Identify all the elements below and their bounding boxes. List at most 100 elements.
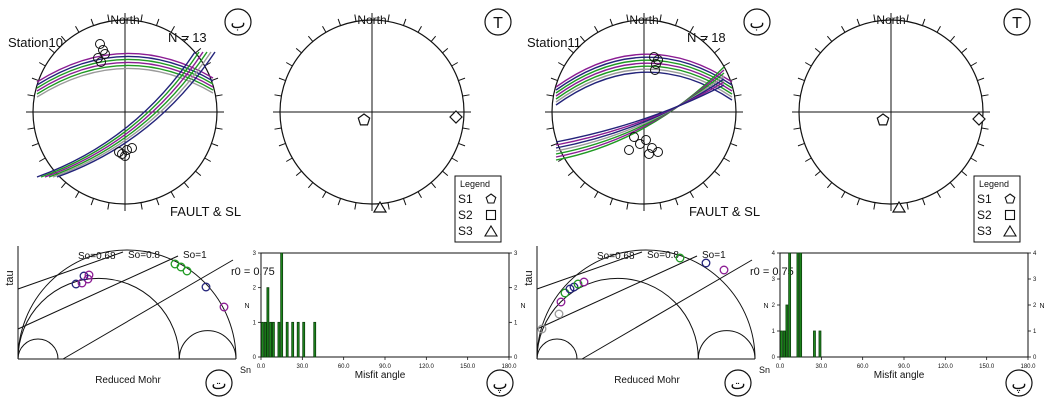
- stereonet-tick: [307, 182, 314, 189]
- stereonet-tick: [278, 142, 286, 147]
- fault-sl-label: FAULT & SL: [170, 204, 241, 219]
- north-label: North: [357, 13, 386, 27]
- mohr-data-point: [79, 271, 89, 281]
- legend-pentagon-icon: [1004, 193, 1016, 204]
- stereonet-tick: [550, 77, 558, 82]
- slip-vector-marker: [653, 55, 663, 65]
- fault-plane-arc: [555, 78, 725, 149]
- stereonet-tick: [659, 14, 662, 22]
- stereonet-tick: [140, 14, 143, 22]
- histogram-y-label: N: [244, 303, 249, 310]
- stereonet-tick: [797, 142, 805, 147]
- stereonet-tick: [278, 77, 286, 82]
- histogram-y-tick-label-right: 3: [1033, 277, 1037, 283]
- stereonet-tick: [814, 47, 821, 54]
- histogram-bar: [796, 252, 800, 358]
- fault-plane-arc: [36, 51, 196, 178]
- fault-plane-arc: [56, 51, 216, 178]
- stereonet-tick: [204, 157, 211, 162]
- friction-label: So=0.68: [78, 251, 116, 262]
- stereonet-tick: [981, 127, 989, 130]
- stereonet-tick: [183, 35, 190, 42]
- mohr-data-point: [701, 258, 711, 268]
- panel-badge-label: ب: [230, 15, 245, 32]
- histogram-x-tick-label: 60.0: [857, 364, 869, 370]
- stereonet-tick: [730, 142, 738, 147]
- histogram-x-tick-label: 150.0: [460, 364, 476, 370]
- stereonet-tick: [674, 18, 679, 26]
- legend-item-label: S2: [458, 208, 473, 222]
- s1-axis-marker: [357, 113, 371, 126]
- stereonet-tick: [442, 170, 449, 177]
- friction-label: So=0.8: [128, 250, 160, 261]
- histogram-x-tick-label: 120.0: [938, 364, 954, 370]
- legend-item-label: S3: [458, 224, 473, 238]
- r0-label: r0 = 0.75: [231, 266, 275, 278]
- stereonet-tick: [702, 35, 709, 42]
- fault-plane-arc: [40, 51, 200, 178]
- stereonet-tick: [27, 94, 35, 97]
- legend-title: Legend: [979, 179, 1009, 189]
- histogram-x-tick-label: 150.0: [979, 364, 995, 370]
- panel-badge-label: T: [1012, 15, 1022, 32]
- histogram-y-tick-label-right: 2: [514, 286, 518, 292]
- stereonet-tick: [579, 35, 586, 42]
- histogram-y-label-right: N: [1039, 303, 1044, 310]
- s3-axis-marker: [372, 200, 388, 213]
- stereonet-tick: [921, 198, 926, 206]
- slip-vector-marker: [644, 149, 654, 159]
- histogram-x-tick-label: 180.0: [501, 364, 517, 370]
- panel-badge-label: پ: [1011, 376, 1026, 393]
- stereonet-tick: [75, 26, 80, 33]
- fault-plane-arc: [555, 56, 733, 91]
- s2-axis-marker: [449, 110, 463, 124]
- histogram-bar: [813, 330, 816, 358]
- station-label: Station10: [8, 35, 63, 50]
- stereonet-tick: [873, 14, 876, 22]
- stereonet-tick: [626, 14, 629, 22]
- slip-vector-marker: [95, 39, 105, 49]
- mohr-data-point: [176, 262, 186, 272]
- stereonet-tick: [107, 14, 110, 22]
- stereonet-tick: [170, 191, 175, 198]
- stereonet-tick: [215, 127, 223, 130]
- histogram-bar: [269, 321, 273, 358]
- fault-sl-label: FAULT & SL: [689, 204, 760, 219]
- stereonet-tick: [286, 157, 293, 162]
- stereonet-tick: [430, 182, 437, 189]
- mohr-data-point: [71, 279, 81, 289]
- fault-plane-arc: [555, 81, 725, 146]
- histogram-y-label: N: [763, 303, 768, 310]
- panel-badge-label: T: [493, 15, 503, 32]
- histogram-y-tick-label: 1: [772, 329, 776, 335]
- panel-badge-circle: [484, 8, 512, 36]
- mohr-circle-small: [536, 277, 699, 360]
- mohr-data-point: [182, 266, 192, 276]
- fault-plane-arc: [44, 51, 204, 178]
- stereonet-tick: [977, 77, 985, 82]
- station-panel-1: North Station11 N = 18 FAULT & SL ب North T Leg…: [523, 8, 1045, 397]
- stereonet-tick: [155, 198, 160, 206]
- slip-vector-marker: [127, 143, 137, 153]
- friction-line: [536, 255, 698, 330]
- stereonet-tick: [936, 191, 941, 198]
- stereonet-tick: [797, 77, 805, 82]
- legend-item-label: S2: [977, 208, 992, 222]
- histogram-bar: [285, 321, 289, 358]
- stereonet-tick: [961, 170, 968, 177]
- stereonet-tick: [442, 47, 449, 54]
- stereonet-tick: [949, 35, 956, 42]
- stereonet-tick: [322, 191, 327, 198]
- mohr-data-point: [556, 297, 566, 307]
- stereonet-tick: [841, 191, 846, 198]
- stereonet-tick: [387, 14, 390, 22]
- histogram-x-tick-label: 90.0: [379, 364, 391, 370]
- histogram-x-tick-label: 60.0: [338, 364, 350, 370]
- s2-axis-marker: [972, 112, 986, 126]
- legend-triangle-icon: [484, 224, 498, 237]
- stereonet-tick: [805, 62, 812, 67]
- mohr-circle-large: [17, 249, 237, 360]
- panel-badge-circle: [224, 8, 252, 36]
- fault-plane-arc: [555, 69, 725, 158]
- stereonet-tick: [841, 26, 846, 33]
